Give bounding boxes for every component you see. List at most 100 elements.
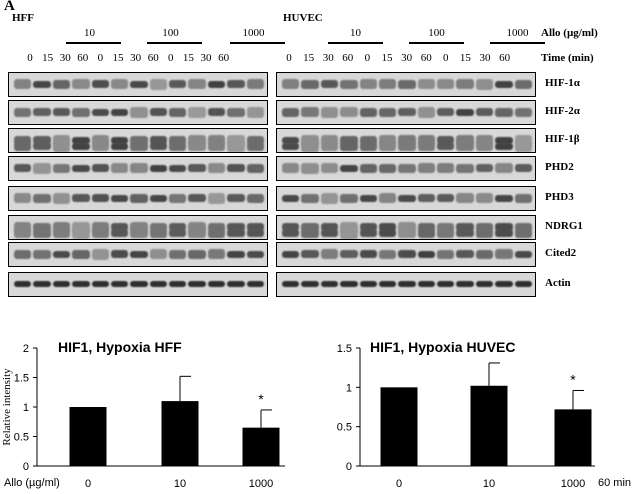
blot-band-lower [417, 228, 436, 238]
blot-band [227, 281, 245, 287]
blot-band [188, 135, 206, 145]
time-label: 15 [112, 52, 124, 64]
time-label: 60 [147, 52, 159, 64]
blot-band [359, 250, 377, 258]
blot-band [52, 108, 71, 116]
blot-band [72, 164, 90, 172]
blot-band [149, 194, 168, 202]
blot-band [398, 108, 416, 116]
blot-band [33, 281, 51, 287]
blot-band [359, 223, 377, 231]
blot-band [456, 223, 474, 231]
blot-band [475, 78, 494, 90]
chart-hff: HIF1, Hypoxia HFF 0 0.5 1 1.5 2 Relative inten… [1, 339, 285, 490]
blot-band [227, 164, 245, 172]
time-label: 60 [499, 52, 511, 64]
blot-band [514, 79, 532, 89]
blot-band [437, 163, 455, 173]
blot-band [110, 79, 129, 89]
y-tick-label: 2 [23, 343, 29, 355]
blot-strip [276, 272, 536, 297]
time-label: 30 [200, 52, 212, 64]
blot-band [130, 250, 148, 258]
blot-strip [8, 215, 268, 240]
blot-band [91, 248, 109, 260]
time-label: 15 [459, 52, 471, 64]
blot-strip [8, 272, 268, 297]
blot-band [320, 135, 339, 145]
blot-band [495, 80, 513, 88]
panel-label: A [4, 0, 15, 14]
protein-label: NDRG1 [545, 220, 583, 232]
blot-band [91, 222, 109, 232]
blot-band [417, 106, 436, 118]
blot-band-lower [378, 141, 397, 151]
blot-band-lower [340, 141, 358, 151]
protein-label: Cited2 [545, 247, 577, 259]
blot-band [246, 223, 264, 231]
blot-band [282, 107, 300, 117]
blot-band [149, 78, 168, 90]
blot-band [33, 108, 51, 116]
y-tick-label: 0 [23, 461, 29, 473]
blot-band-lower [227, 140, 245, 152]
blot-band [227, 223, 245, 231]
blot-band-lower [33, 142, 51, 150]
blot-band [52, 222, 71, 232]
time-header: Time (min) [541, 52, 594, 64]
blot-band [475, 249, 494, 259]
blot-band [514, 222, 532, 232]
blot-strip [8, 186, 268, 211]
blot-band [188, 194, 206, 202]
blot-band [359, 281, 377, 287]
blot-band [52, 192, 71, 204]
blot-band [169, 107, 187, 117]
blot-band [188, 164, 206, 172]
blot-band [282, 136, 300, 144]
blot-band [475, 193, 494, 203]
blot-band-lower [110, 142, 129, 150]
blot-band [456, 135, 474, 145]
blot-band [437, 249, 455, 259]
blot-strip [8, 128, 268, 153]
bar [554, 409, 592, 466]
blot-band [340, 221, 358, 233]
bar [470, 385, 508, 466]
blot-band-lower [320, 229, 339, 237]
blot-band [398, 281, 416, 287]
blot-band [417, 222, 436, 232]
blot-band-lower [456, 141, 474, 151]
blot-band [72, 221, 90, 233]
blot-band [130, 163, 148, 173]
blot-band [91, 108, 109, 116]
blot-band [301, 134, 319, 146]
blot-band-lower [514, 140, 532, 152]
blot-band-lower [110, 229, 129, 237]
blot-band [378, 281, 397, 287]
blot-band [33, 136, 51, 144]
blot-strip [8, 72, 268, 97]
blot-band [207, 163, 226, 173]
blot-strip [276, 186, 536, 211]
blot-band [340, 107, 358, 117]
dose-bracket [328, 42, 383, 44]
time-label: 15 [381, 52, 393, 64]
category-label: 10 [483, 478, 495, 490]
y-tick-label: 1.5 [337, 343, 352, 355]
dose-header: Allo (µg/ml) [541, 27, 598, 39]
blot-band-lower [72, 227, 90, 239]
blot-band [188, 249, 206, 259]
blot-band-lower [282, 142, 300, 150]
blot-band-lower [417, 141, 436, 151]
blot-band [14, 164, 32, 172]
blot-strip [276, 215, 536, 240]
blot-band [14, 107, 32, 117]
blot-strip [276, 128, 536, 153]
chart-huvec: HIF1, Hypoxia HUVEC 0 0.5 1 1.5 0 10 * 1000 [337, 339, 595, 490]
time-label: 30 [479, 52, 491, 64]
blot-band-lower [340, 227, 358, 239]
blot-band [72, 79, 90, 89]
dose-label: 10 [84, 27, 95, 39]
time-label: 0 [168, 52, 174, 64]
